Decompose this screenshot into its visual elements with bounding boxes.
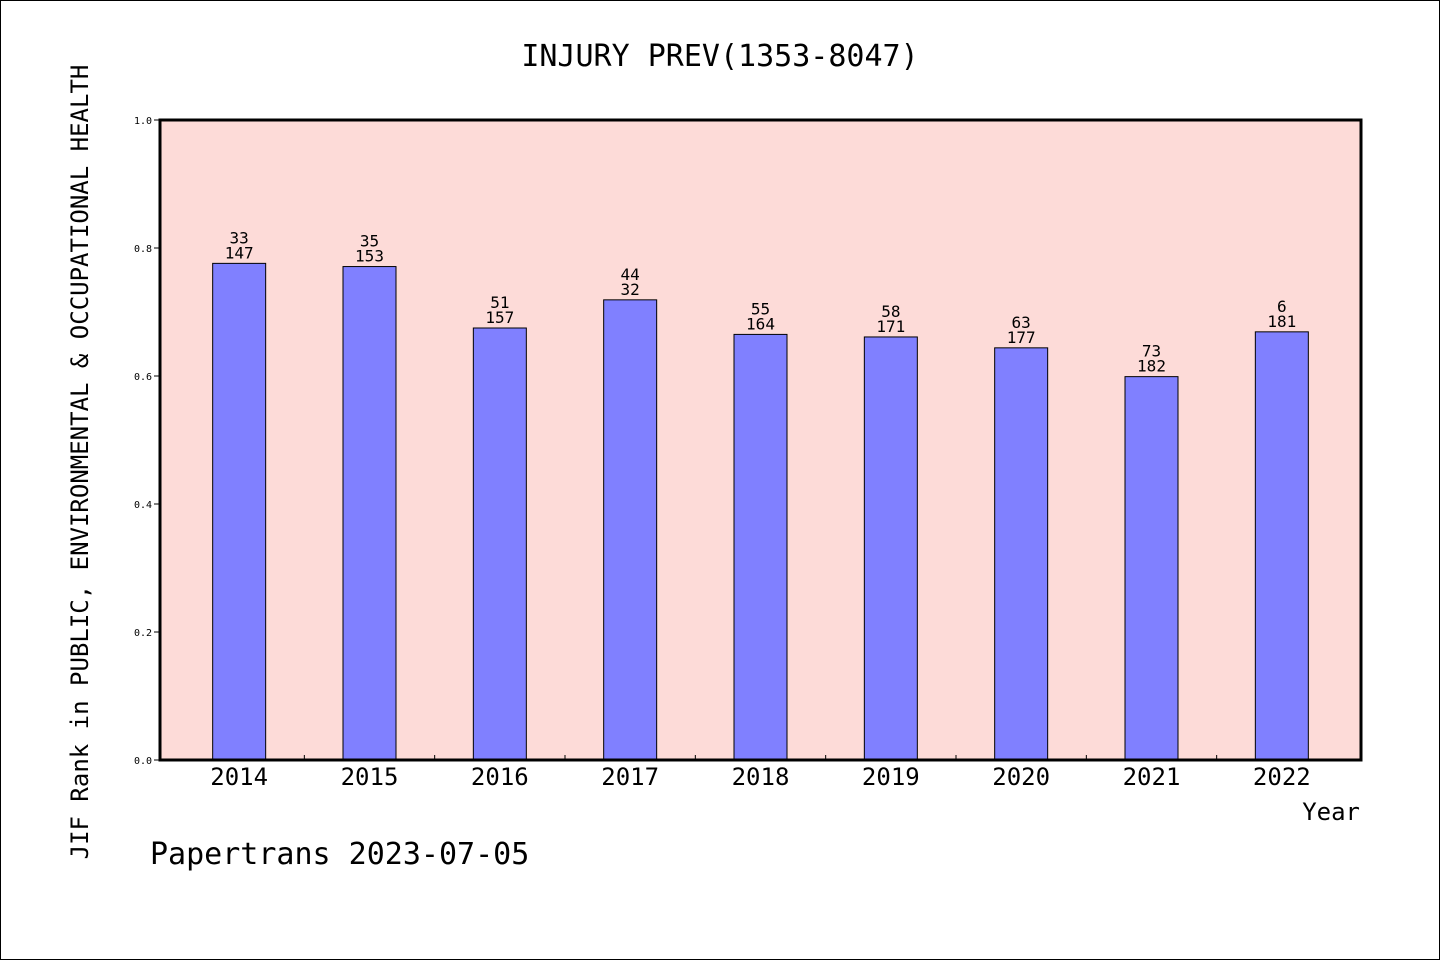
rank-label: 63: [1012, 313, 1031, 332]
rank-label: 51: [490, 293, 509, 312]
y-tick-label: 0.0: [134, 756, 152, 767]
total-label: 177: [1007, 328, 1036, 347]
rank-label: 33: [230, 228, 249, 247]
x-tick-label: 2017: [601, 763, 659, 791]
bar-2016: [472, 327, 527, 761]
bar-2020: [994, 347, 1049, 761]
y-axis: 0.0 0.2 0.4 0.6 0.8 1.0: [134, 116, 160, 767]
x-tick-label: 2016: [471, 763, 529, 791]
y-tick-label: 1.0: [134, 116, 152, 127]
plot-border: [158, 118, 1363, 762]
x-tick-label: 2020: [992, 763, 1050, 791]
y-tick-label: 0.2: [134, 628, 152, 639]
total-label: 164: [746, 314, 775, 333]
x-tick-label: 2014: [210, 763, 268, 791]
x-tick-label: 2021: [1123, 763, 1181, 791]
rank-label: 58: [881, 302, 900, 321]
bar-2019: [863, 336, 918, 761]
x-tick-label: 2018: [732, 763, 790, 791]
total-label: 157: [485, 308, 514, 327]
y-tick-label: 0.4: [134, 500, 152, 511]
rank-label: 55: [751, 299, 770, 318]
rank-label: 44: [621, 265, 640, 284]
bar-2014: [212, 262, 267, 761]
bar-2017: [603, 299, 658, 761]
x-tick-label: 2015: [341, 763, 399, 791]
bar-2022: [1254, 331, 1309, 761]
total-label: 171: [876, 317, 905, 336]
total-label: 153: [355, 247, 384, 266]
bar-2018: [733, 333, 788, 761]
y-tick-label: 0.6: [134, 372, 152, 383]
y-axis-label: JIF Rank in PUBLIC, ENVIRONMENTAL & OCCU…: [66, 65, 94, 860]
total-label: 32: [621, 280, 640, 299]
bar-2021: [1124, 376, 1179, 761]
chart-title: INJURY PREV(1353-8047): [521, 39, 918, 74]
bar-2015: [342, 266, 397, 761]
x-tick-label: 2022: [1253, 763, 1311, 791]
x-axis: 2014 2015 2016 2017 2018 2019 2020 2021 2022: [210, 755, 1311, 791]
total-label: 182: [1137, 357, 1166, 376]
rank-label: 35: [360, 232, 379, 251]
total-label: 147: [225, 243, 254, 262]
x-tick-label: 2019: [862, 763, 920, 791]
y-tick-label: 0.8: [134, 244, 152, 255]
rank-label: 6: [1277, 297, 1287, 316]
total-label: 181: [1267, 312, 1296, 331]
x-axis-label: Year: [1302, 798, 1360, 826]
bars-group: [212, 262, 1309, 761]
footer-text: Papertrans 2023-07-05: [150, 837, 529, 872]
rank-label: 73: [1142, 342, 1161, 361]
